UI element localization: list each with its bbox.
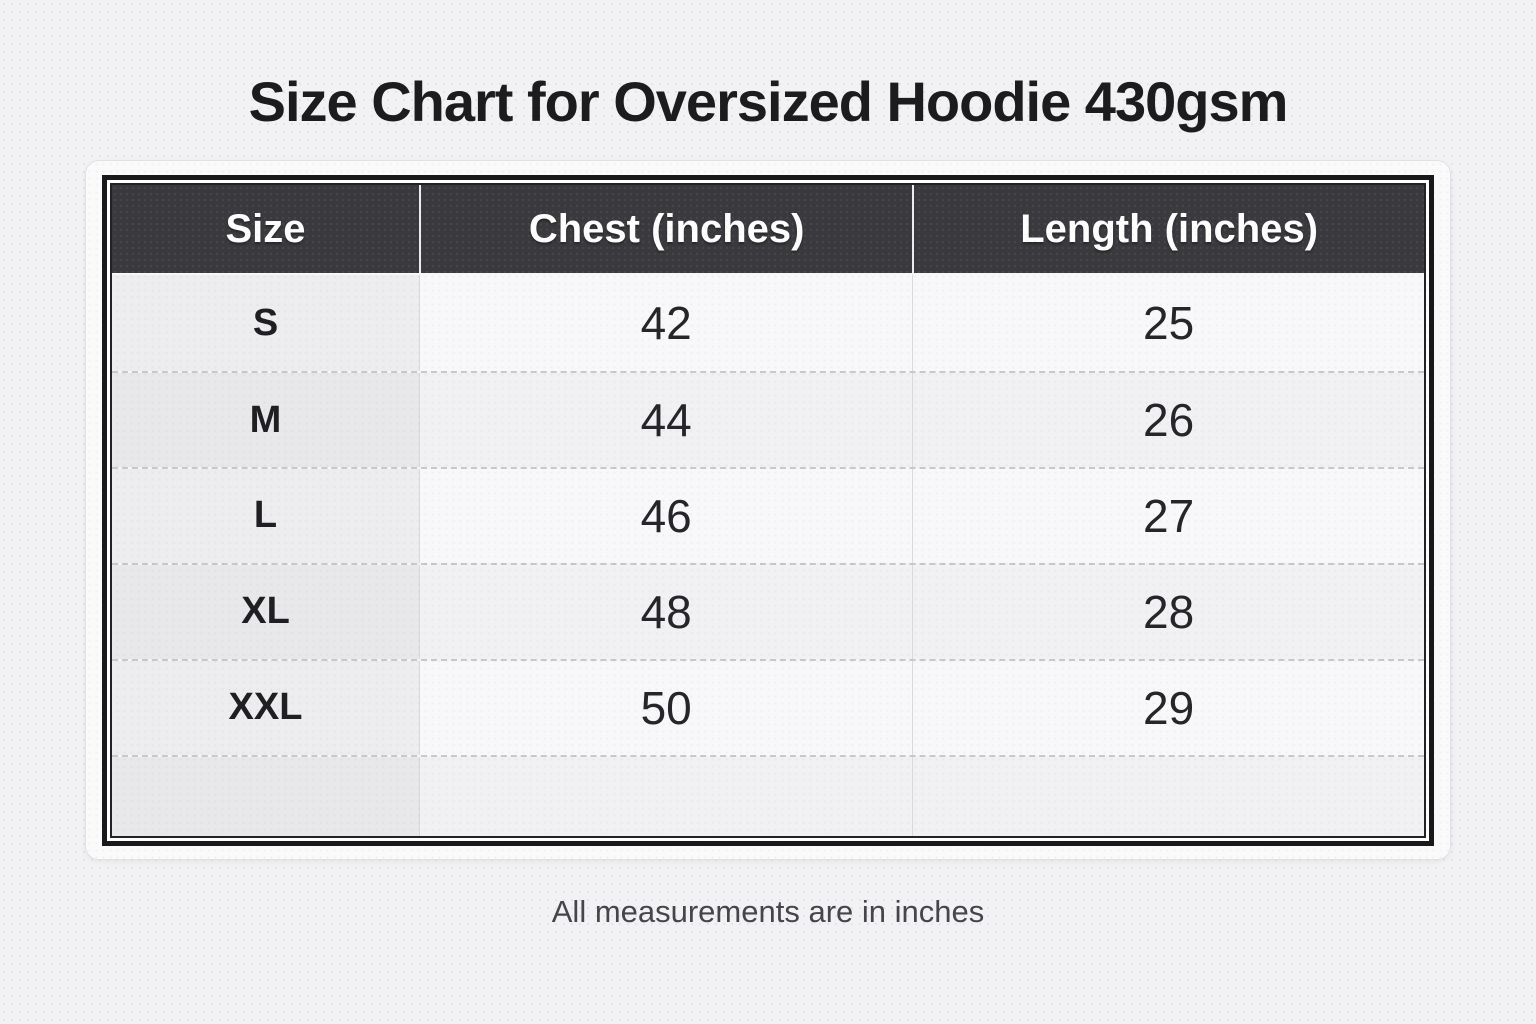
length-cell: 25 bbox=[912, 275, 1424, 372]
chest-cell: 42 bbox=[419, 275, 913, 372]
size-cell: XXL bbox=[112, 660, 419, 755]
table-row-m: M 44 26 bbox=[112, 371, 1424, 467]
column-header-length: Length (inches) bbox=[912, 185, 1424, 274]
table-header-row: Size Chest (inches) Length (inches) bbox=[112, 185, 1424, 276]
empty-size-cell bbox=[112, 756, 419, 837]
empty-chest-cell bbox=[419, 756, 913, 837]
length-cell: 29 bbox=[912, 660, 1424, 755]
column-header-size: Size bbox=[225, 206, 306, 251]
chest-cell: 50 bbox=[419, 660, 913, 755]
size-cell: S bbox=[112, 275, 419, 372]
size-cell: XL bbox=[112, 564, 419, 659]
table-row-xl: XL 48 28 bbox=[112, 562, 1424, 659]
chest-cell: 46 bbox=[419, 468, 913, 563]
size-chart-card: Size Chest (inches) Length (inches) S 42… bbox=[85, 160, 1451, 861]
chest-cell: 44 bbox=[419, 373, 913, 467]
size-cell: L bbox=[112, 468, 419, 563]
length-cell: 28 bbox=[912, 564, 1424, 659]
length-cell: 26 bbox=[912, 373, 1424, 467]
size-table: Size Chest (inches) Length (inches) S 42… bbox=[110, 183, 1426, 839]
length-cell: 27 bbox=[912, 468, 1424, 563]
table-row-xxl: XXL 50 29 bbox=[112, 658, 1424, 755]
column-header-chest: Chest (inches) bbox=[419, 185, 912, 274]
empty-length-cell bbox=[912, 756, 1424, 837]
footnote: All measurements are in inches bbox=[551, 894, 985, 930]
table-frame: Size Chest (inches) Length (inches) S 42… bbox=[102, 175, 1434, 847]
table-row-empty bbox=[112, 754, 1424, 837]
page-title: Size Chart for Oversized Hoodie 430gsm bbox=[248, 70, 1289, 133]
size-cell: M bbox=[112, 373, 419, 467]
chest-cell: 48 bbox=[419, 564, 913, 659]
table-row-s: S 42 25 bbox=[112, 275, 1424, 372]
table-row-l: L 46 27 bbox=[112, 466, 1424, 563]
